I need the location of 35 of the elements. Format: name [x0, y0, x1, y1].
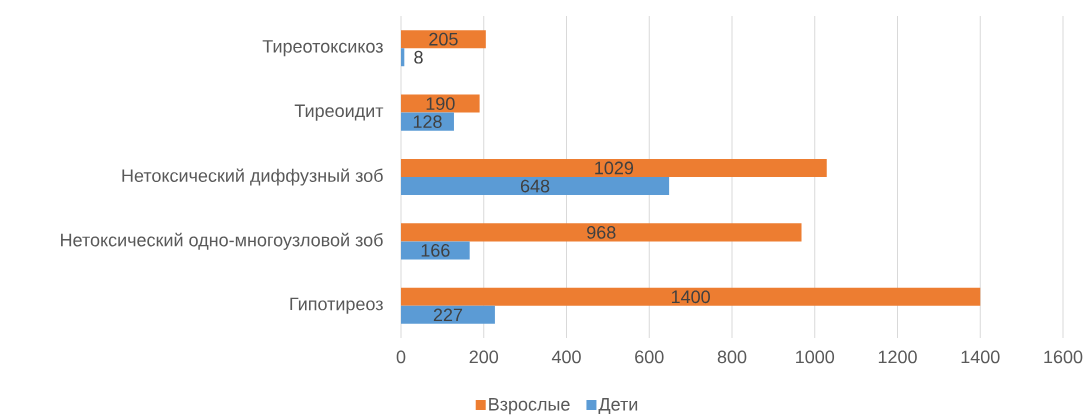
data-label: 8: [414, 50, 423, 64]
y-tick-label: Тиреотоксикоз: [262, 40, 383, 57]
bar: [401, 223, 802, 242]
x-tick-label: 0: [396, 350, 406, 364]
x-tick-label: 200: [469, 350, 499, 364]
legend-label: Взрослые: [489, 398, 570, 415]
data-label: 166: [421, 244, 450, 257]
x-tick-label: 400: [551, 350, 581, 364]
bar: [401, 305, 495, 324]
bar: [401, 241, 470, 260]
bar: [401, 94, 480, 113]
data-label: 1029: [595, 161, 634, 175]
bar: [401, 48, 405, 67]
data-label: 1400: [671, 290, 710, 304]
y-tick-label: Гипотиреоз: [290, 297, 383, 314]
x-tick-label: 1600: [1044, 350, 1083, 364]
bar: [401, 287, 981, 306]
data-label: 190: [426, 97, 455, 110]
data-label: 648: [520, 179, 550, 193]
legend-label: Дети: [598, 398, 638, 415]
x-tick-label: 1000: [796, 350, 835, 364]
x-tick-label: 800: [717, 350, 747, 364]
data-label: 968: [587, 226, 616, 239]
y-tick-label: Нетоксический одно-многоузловой зоб: [61, 232, 383, 250]
data-label: 227: [433, 308, 463, 322]
x-tick-label: 1400: [961, 350, 1000, 364]
bar: [401, 30, 486, 49]
y-tick-label: Нетоксический диффузный зоб: [122, 168, 383, 186]
bar: [401, 177, 670, 196]
data-label: 128: [413, 115, 442, 128]
data-label: 205: [429, 32, 458, 46]
x-tick-label: 1200: [878, 350, 917, 364]
x-tick-label: 600: [635, 350, 664, 364]
bar: [401, 158, 827, 177]
y-tick-label: Тиреоидит: [294, 104, 384, 121]
